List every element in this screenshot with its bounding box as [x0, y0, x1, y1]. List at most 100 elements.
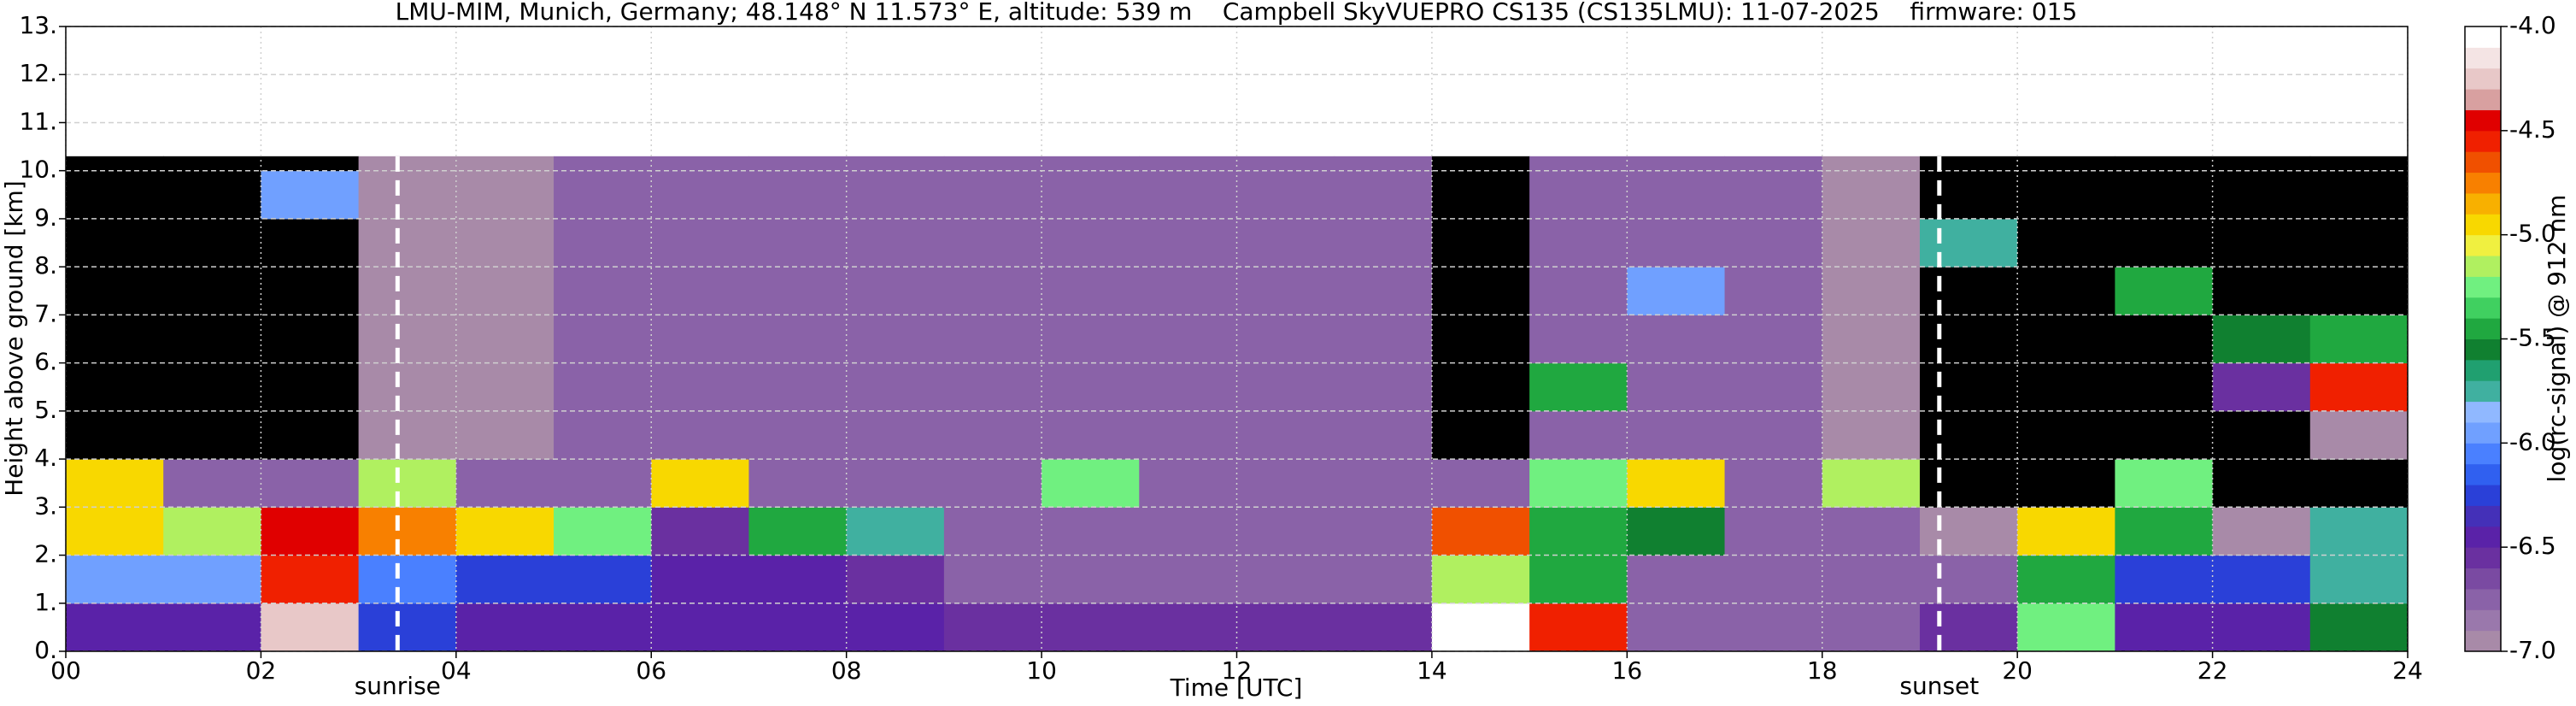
heatmap-cell — [846, 507, 945, 556]
x-tick-label: 02 — [246, 656, 277, 685]
heatmap-cell — [261, 555, 360, 604]
colorbar-band — [2465, 338, 2501, 361]
heatmap-cell — [1919, 218, 2018, 268]
heatmap-cell — [1431, 170, 1530, 220]
heatmap-cell — [1822, 315, 1921, 364]
heatmap-cell — [1919, 267, 2018, 315]
heatmap-cell — [1042, 459, 1140, 508]
heatmap-cell — [2309, 315, 2409, 364]
heatmap-cell — [1236, 459, 1335, 508]
heatmap-cell — [261, 315, 360, 364]
heatmap-cell — [554, 555, 652, 604]
colorbar-tick-label: -6.5 — [2509, 532, 2556, 560]
heatmap-cell — [651, 315, 749, 364]
heatmap-cell — [1529, 267, 1628, 315]
heatmap-cell — [2115, 507, 2214, 556]
heatmap-cell — [1139, 315, 1237, 364]
heatmap-cell — [554, 507, 652, 556]
colorbar-band — [2465, 526, 2501, 548]
x-tick-label: 10 — [1026, 656, 1057, 685]
colorbar-band — [2465, 609, 2501, 632]
heatmap-cell — [1919, 507, 2018, 556]
heatmap-cell — [1139, 267, 1237, 315]
heatmap-cell — [748, 555, 848, 604]
heatmap-cell — [66, 267, 164, 315]
y-tick-label: 12. — [19, 59, 57, 87]
heatmap-cell — [261, 267, 360, 315]
colorbar-band — [2465, 276, 2501, 298]
x-tick-label: 04 — [441, 656, 472, 685]
heatmap-cell — [651, 156, 749, 172]
heatmap-cell — [455, 362, 555, 412]
heatmap-cell — [358, 362, 457, 412]
heatmap-cell — [651, 459, 749, 508]
heatmap-cell — [1334, 555, 1433, 604]
heatmap-cell — [2115, 170, 2214, 220]
heatmap-cell — [1236, 267, 1335, 315]
heatmap-cell — [1139, 507, 1237, 556]
heatmap-cell — [261, 603, 360, 652]
chart-title: LMU-MIM, Munich, Germany; 48.148° N 11.5… — [396, 0, 2078, 26]
colorbar-band — [2465, 26, 2501, 48]
colorbar-band — [2465, 380, 2501, 403]
heatmap-cell — [1236, 218, 1335, 268]
y-tick-label: 8. — [34, 251, 57, 279]
heatmap-cell — [554, 315, 652, 364]
heatmap-cell — [2212, 603, 2311, 652]
heatmap-cell — [455, 267, 555, 315]
heatmap-cell — [1236, 555, 1335, 604]
heatmap-cell — [1431, 156, 1530, 172]
colorbar-tick-label: -6.0 — [2509, 427, 2556, 456]
heatmap-cell — [1139, 410, 1237, 460]
y-tick-label: 10. — [19, 156, 57, 184]
colorbar-tick-label: -4.5 — [2509, 115, 2556, 144]
heatmap-cell — [163, 218, 261, 268]
colorbar-band — [2465, 89, 2501, 110]
heatmap-cell — [2309, 218, 2409, 268]
heatmap-cell — [455, 156, 555, 172]
heatmap-cell — [846, 267, 945, 315]
heatmap-cell — [455, 218, 555, 268]
heatmap-cell — [1236, 603, 1335, 652]
heatmap-cell — [748, 156, 848, 172]
heatmap-cell — [455, 459, 555, 508]
heatmap-cell — [1139, 170, 1237, 220]
heatmap-cell — [748, 267, 848, 315]
heatmap-cell — [846, 218, 945, 268]
colorbar-band — [2465, 172, 2501, 194]
heatmap-cell — [1822, 156, 1921, 172]
heatmap-cell — [261, 459, 360, 508]
heatmap-cell — [1822, 410, 1921, 460]
heatmap-cell — [2115, 362, 2214, 412]
heatmap-cell — [1529, 603, 1628, 652]
heatmap-cell — [943, 218, 1042, 268]
heatmap-cell — [1529, 170, 1628, 220]
y-tick-label: 11. — [19, 107, 57, 135]
heatmap-cell — [1236, 315, 1335, 364]
heatmap-cell — [358, 507, 457, 556]
heatmap-cell — [2017, 267, 2115, 315]
x-tick-label: 14 — [1417, 656, 1447, 685]
heatmap-cell — [1822, 362, 1921, 412]
x-tick-label: 00 — [50, 656, 81, 685]
heatmap-cell — [1042, 362, 1140, 412]
heatmap-cell — [163, 362, 261, 412]
heatmap-cell — [358, 459, 457, 508]
colorbar-band — [2465, 568, 2501, 590]
y-tick-label: 2. — [34, 540, 57, 568]
heatmap-cell — [1822, 218, 1921, 268]
heatmap-cell — [1822, 170, 1921, 220]
heatmap-cell — [1139, 218, 1237, 268]
heatmap-cell — [1724, 603, 1823, 652]
heatmap-cell — [651, 507, 749, 556]
heatmap-cell — [1919, 170, 2018, 220]
colorbar-band — [2465, 130, 2501, 152]
heatmap-cell — [2017, 507, 2115, 556]
heatmap-cell — [651, 218, 749, 268]
heatmap-cell — [1431, 459, 1530, 508]
colorbar-band — [2465, 256, 2501, 277]
heatmap-cell — [1627, 603, 1726, 652]
heatmap-cell — [1627, 410, 1726, 460]
heatmap-cell — [1822, 555, 1921, 604]
